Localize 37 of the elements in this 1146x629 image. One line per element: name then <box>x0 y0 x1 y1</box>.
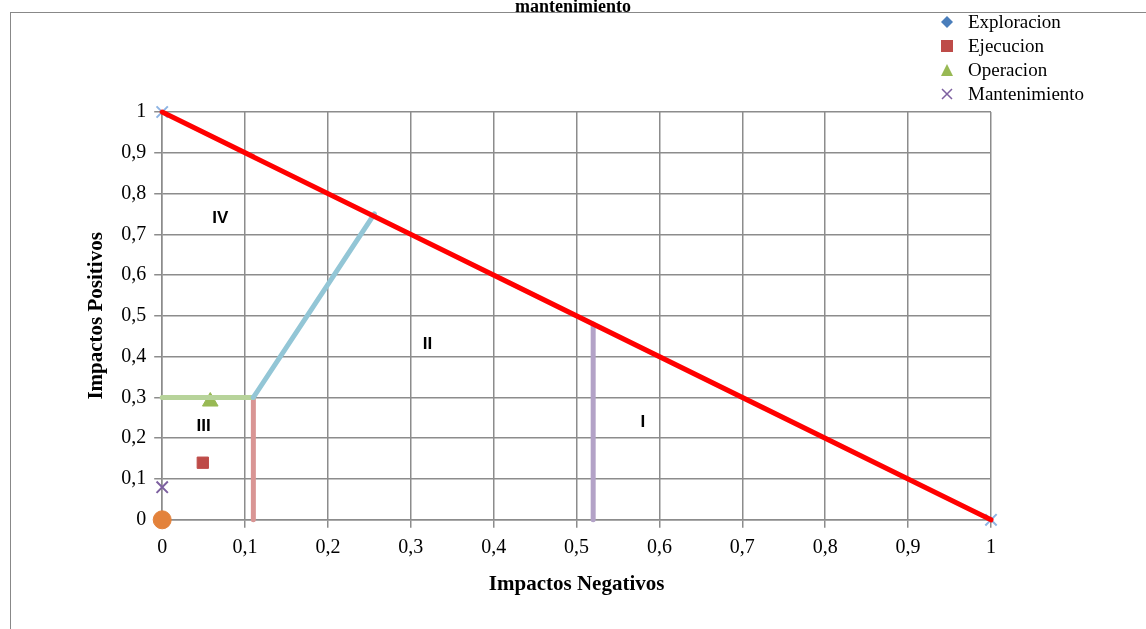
legend-label: Operacion <box>968 59 1048 81</box>
annotation: I <box>640 411 646 431</box>
legend-label: Exploracion <box>968 11 1061 33</box>
annotation: III <box>196 415 211 435</box>
x-tick-label: 0,1 <box>232 535 258 558</box>
y-axis-title: Impactos Positivos <box>83 232 108 400</box>
annotation: IV <box>212 207 229 227</box>
y-tick-label: 0,6 <box>121 262 147 285</box>
x-tick-label: 0,8 <box>812 535 838 558</box>
y-tick-label: 1 <box>136 99 147 122</box>
legend-label: Mantenimiento <box>968 83 1085 105</box>
x-axis-title: Impactos Negativos <box>488 570 665 595</box>
x-tick-label: 0,6 <box>646 535 672 558</box>
y-tick-label: 0,3 <box>121 384 147 407</box>
y-tick-label: 0 <box>136 507 147 530</box>
x-tick-label: 0,5 <box>564 535 590 558</box>
point <box>155 480 169 494</box>
x-tick-label: 0,3 <box>398 535 424 558</box>
point <box>152 510 172 530</box>
y-tick-label: 0,8 <box>121 180 147 203</box>
point <box>196 456 209 469</box>
legend-label: Ejecucion <box>968 35 1044 57</box>
x-tick-label: 0 <box>157 535 168 558</box>
y-tick-label: 0,5 <box>121 303 147 326</box>
y-tick-label: 0,1 <box>121 466 147 489</box>
x-tick-label: 0,4 <box>481 535 507 558</box>
x-tick-label: 1 <box>986 535 996 558</box>
chart-title: mantenimiento <box>515 0 631 16</box>
x-tick-label: 0,7 <box>729 535 755 558</box>
y-tick-label: 0,2 <box>121 425 147 448</box>
x-tick-label: 0,9 <box>895 535 921 558</box>
y-tick-label: 0,4 <box>121 343 147 366</box>
point <box>155 105 169 119</box>
y-tick-label: 0,7 <box>121 221 147 244</box>
y-tick-label: 0,9 <box>121 140 147 163</box>
x-tick-label: 0,2 <box>315 535 341 558</box>
annotation: II <box>422 334 433 354</box>
